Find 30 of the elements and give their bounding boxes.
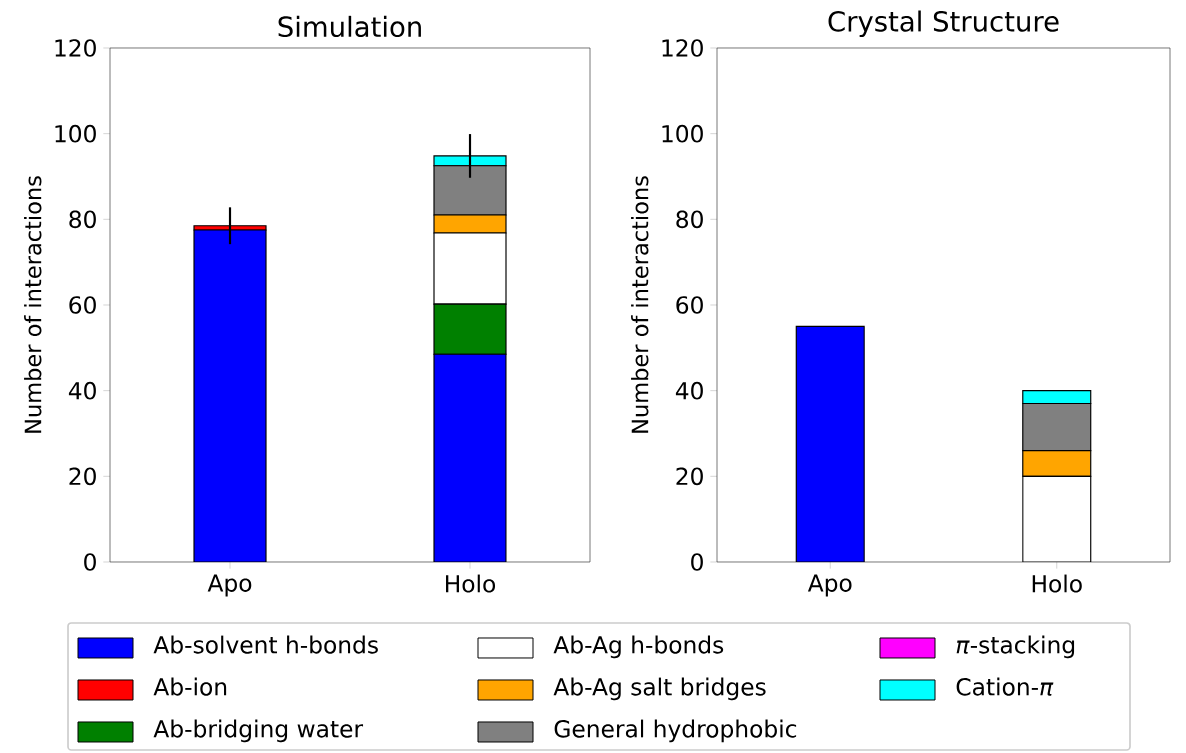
y-tick-label: 120: [55, 39, 96, 57]
y-tick-label: 80: [69, 210, 96, 229]
legend-label: Cation-π: [956, 677, 1054, 696]
y-tick-label: 0: [691, 553, 703, 571]
y-tick-label: 120: [662, 39, 703, 57]
chart-title: Crystal Structure: [828, 10, 1059, 38]
y-tick-label: 0: [84, 553, 96, 571]
legend-label: Ab-ion: [153, 677, 227, 696]
y-tick-label: 60: [69, 296, 96, 314]
y-tick-label: 20: [69, 467, 96, 486]
y-axis-title: Number of interactions: [631, 176, 649, 433]
y-axis-title: Number of interactions: [24, 176, 42, 433]
y-tick-label: 20: [676, 467, 703, 486]
chart-title: Simulation: [278, 15, 421, 38]
legend-label: Ab-Ag h-bonds: [553, 635, 724, 659]
x-tick-label: Apo: [807, 574, 852, 597]
legend-label: π-stacking: [956, 635, 1075, 659]
y-tick-label: 80: [676, 210, 703, 229]
legend-label: Ab-solvent h-bonds: [153, 635, 378, 654]
legend-label: Ab-Ag salt bridges: [553, 677, 766, 701]
x-tick-label: Holo: [446, 574, 496, 593]
legend-label: General hydrophobic: [554, 719, 797, 743]
y-tick-label: 100: [55, 124, 96, 143]
x-tick-label: Holo: [1032, 574, 1082, 593]
y-tick-label: 60: [676, 296, 703, 314]
y-tick-label: 40: [675, 381, 703, 400]
y-tick-label: 100: [662, 124, 703, 143]
legend-label: Ab-bridging water: [153, 719, 364, 743]
y-tick-label: 40: [68, 381, 96, 400]
x-tick-label: Apo: [207, 574, 252, 597]
